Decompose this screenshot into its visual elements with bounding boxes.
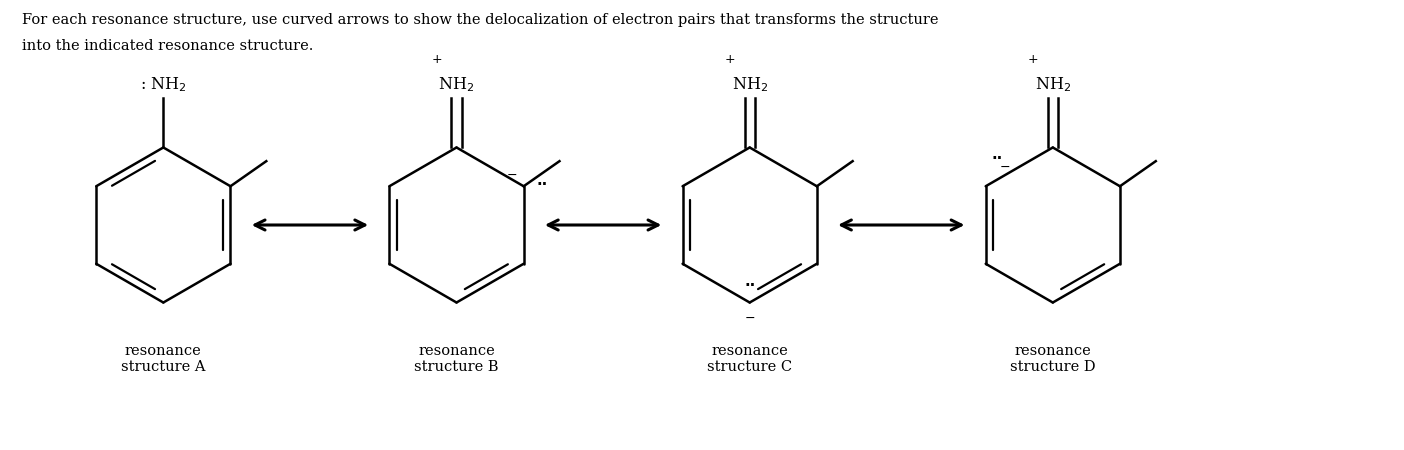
Text: resonance
structure C: resonance structure C (708, 344, 792, 374)
Text: NH$_2$: NH$_2$ (438, 75, 475, 94)
Text: +: + (1028, 53, 1038, 66)
Text: resonance
structure B: resonance structure B (414, 344, 498, 374)
Text: resonance
structure D: resonance structure D (1009, 344, 1095, 374)
Text: $^{-}$: $^{-}$ (505, 171, 518, 189)
Text: NH$_2$: NH$_2$ (731, 75, 768, 94)
Text: NH$_2$: NH$_2$ (1035, 75, 1071, 94)
Text: ··: ·· (744, 278, 755, 293)
Text: resonance
structure A: resonance structure A (121, 344, 205, 374)
Text: into the indicated resonance structure.: into the indicated resonance structure. (22, 39, 313, 53)
Text: +: + (724, 53, 736, 66)
Text: $^{-}$: $^{-}$ (744, 313, 755, 331)
Text: For each resonance structure, use curved arrows to show the delocalization of el: For each resonance structure, use curved… (22, 14, 939, 27)
Text: : NH$_2$: : NH$_2$ (140, 75, 187, 94)
Text: ··: ·· (991, 151, 1002, 166)
Text: +: + (431, 53, 442, 66)
Text: ··: ·· (536, 177, 548, 192)
Text: $^{-}$: $^{-}$ (998, 163, 1009, 181)
